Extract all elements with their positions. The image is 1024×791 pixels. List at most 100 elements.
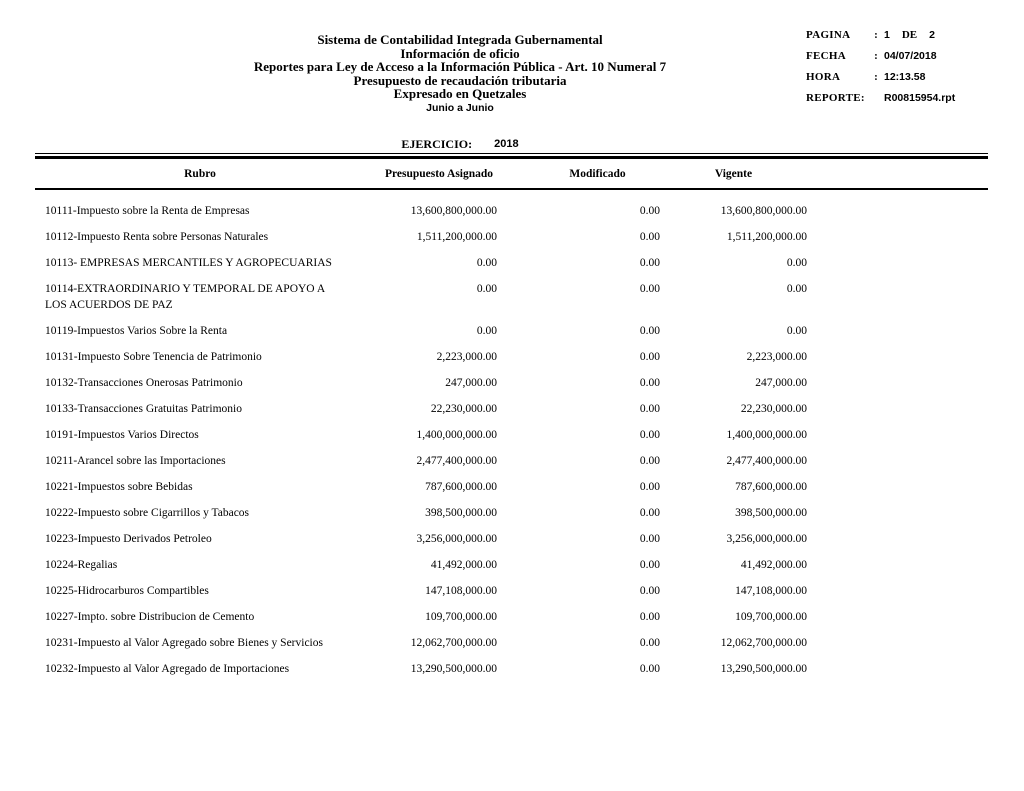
asignado-cell: 147,108,000.00 [425,585,497,597]
table-row: 10131-Impuesto Sobre Tenencia de Patrimo… [35,344,988,370]
column-header-vigente: Vigente [714,167,753,180]
vigente-cell: 0.00 [786,257,807,269]
table-row: 10119-Impuestos Varios Sobre la Renta 0.0… [35,318,988,344]
rubro-cell: 10132-Transacciones Onerosas Patrimonio [45,377,243,389]
report-subtitle-1: Información de oficio [400,45,520,61]
rubro-cell: 10131-Impuesto Sobre Tenencia de Patrimo… [45,351,262,363]
filler-cell [807,531,988,547]
pagina-values: 1 DE 2 [884,29,935,41]
asignado-cell: 13,290,500,000.00 [410,663,497,675]
modificado-cell: 0.00 [639,257,660,269]
filler-cell [807,349,988,365]
asignado-cell: 247,000.00 [445,377,497,389]
report-subtitle-4: Expresado en Quetzales [393,86,527,101]
asignado-cell: 41,492,000.00 [430,559,497,571]
table-row: 10222-Impuesto sobre Cigarrillos y Tabac… [35,500,988,526]
vigente-cell: 1,400,000,000.00 [726,429,808,441]
modificado-cell: 0.00 [639,377,660,389]
asignado-cell: 398,500,000.00 [425,507,497,519]
hora-colon: : [874,71,878,83]
asignado-cell: 109,700,000.00 [425,611,497,623]
report-subtitle-2: Reportes para Ley de Acceso a la Informa… [253,59,667,74]
table-row: 10114-EXTRAORDINARIO Y TEMPORAL DE APOYO… [35,276,988,318]
filler-cell [807,609,988,625]
filler-cell [807,505,988,521]
filler-cell [807,255,988,271]
table-header-rule [35,188,988,190]
table-row: 10191-Impuestos Varios Directos 1,400,000… [35,422,988,448]
vigente-cell: 12,062,700,000.00 [720,637,807,649]
table-row: 10225-Hidrocarburos Compartibles 147,108,… [35,578,988,604]
hora-value: 12:13.58 [884,71,926,83]
rubro-cell: 10119-Impuestos Varios Sobre la Renta [45,325,228,337]
vigente-cell: 2,477,400,000.00 [726,455,808,467]
modificado-cell: 0.00 [639,283,660,295]
column-header-rubro: Rubro [184,167,216,180]
filler-cell [807,375,988,391]
filler-cell [807,661,988,677]
pagina-de-label: DE [901,29,918,41]
rubro-cell: 10114-EXTRAORDINARIO Y TEMPORAL DE APOYO… [45,283,325,311]
asignado-cell: 2,223,000.00 [436,351,497,363]
rubro-cell: 10222-Impuesto sobre Cigarrillos y Tabac… [45,507,250,519]
asignado-cell: 1,400,000,000.00 [416,429,498,441]
rubro-cell: 10225-Hidrocarburos Compartibles [45,585,209,597]
pagina-total: 2 [929,29,935,41]
asignado-cell: 2,477,400,000.00 [416,455,498,467]
report-period: Junio a Junio [426,101,494,114]
modificado-cell: 0.00 [639,663,660,675]
pagina-label: PAGINA [806,29,851,41]
modificado-cell: 0.00 [639,507,660,519]
filler-cell [807,453,988,469]
modificado-cell: 0.00 [639,481,660,493]
rubro-cell: 10223-Impuesto Derivados Petroleo [45,533,212,545]
vigente-cell: 3,256,000,000.00 [726,533,808,545]
asignado-cell: 13,600,800,000.00 [410,205,497,217]
report-subtitle-3: Presupuesto de recaudación tributaria [353,72,567,88]
asignado-cell: 0.00 [476,325,497,337]
table-row: 10223-Impuesto Derivados Petroleo 3,256,0… [35,526,988,552]
vigente-cell: 398,500,000.00 [735,507,807,519]
meta-reporte-row: REPORTE: R00815954.rpt [806,92,955,104]
fecha-value: 04/07/2018 [884,50,937,62]
table-row: 10113- EMPRESAS MERCANTILES Y AGROPECUAR… [35,250,988,276]
hora-label: HORA [806,71,841,83]
table-top-rule-thick [35,156,988,159]
table-top-rule-thin [35,153,988,154]
filler-cell [807,427,988,443]
vigente-cell: 41,492,000.00 [740,559,807,571]
vigente-cell: 13,290,500,000.00 [720,663,807,675]
column-header-asignado: Presupuesto Asignado [384,167,494,180]
report-table-body: 10111-Impuesto sobre la Renta de Empresa… [35,190,988,682]
table-row: 10224-Regalias 41,492,000.00 0.00 41,492,00… [35,552,988,578]
rubro-cell: 10191-Impuestos Varios Directos [45,429,199,441]
modificado-cell: 0.00 [639,325,660,337]
vigente-cell: 787,600,000.00 [735,481,807,493]
table-row: 10221-Impuestos sobre Bebidas 787,600,000… [35,474,988,500]
report-table: Rubro Presupuesto Asignado Modificado Vi… [35,153,988,682]
table-row: 10132-Transacciones Onerosas Patrimonio 2… [35,370,988,396]
asignado-cell: 22,230,000.00 [430,403,497,415]
column-header-modificado: Modificado [569,167,626,180]
vigente-cell: 0.00 [786,283,807,295]
pagina-current: 1 [884,29,890,41]
table-row: 10232-Impuesto al Valor Agregado de Impo… [35,656,988,682]
vigente-cell: 109,700,000.00 [735,611,807,623]
rubro-cell: 10111-Impuesto sobre la Renta de Empresa… [45,205,250,217]
ejercicio-label: EJERCICIO: [401,137,473,151]
report-title-block: Sistema de Contabilidad Integrada Gubern… [60,33,860,115]
filler-cell [807,557,988,573]
filler-cell [807,479,988,495]
asignado-cell: 787,600,000.00 [425,481,497,493]
asignado-cell: 0.00 [476,257,497,269]
filler-cell [807,583,988,599]
rubro-cell: 10211-Arancel sobre las Importaciones [45,455,226,467]
filler-cell [807,635,988,651]
filler-cell [807,281,988,313]
modificado-cell: 0.00 [639,559,660,571]
table-header-row: Rubro Presupuesto Asignado Modificado Vi… [35,159,988,188]
table-row: 10111-Impuesto sobre la Renta de Empresa… [35,198,988,224]
filler-cell [807,203,988,219]
reporte-value: R00815954.rpt [884,92,956,104]
